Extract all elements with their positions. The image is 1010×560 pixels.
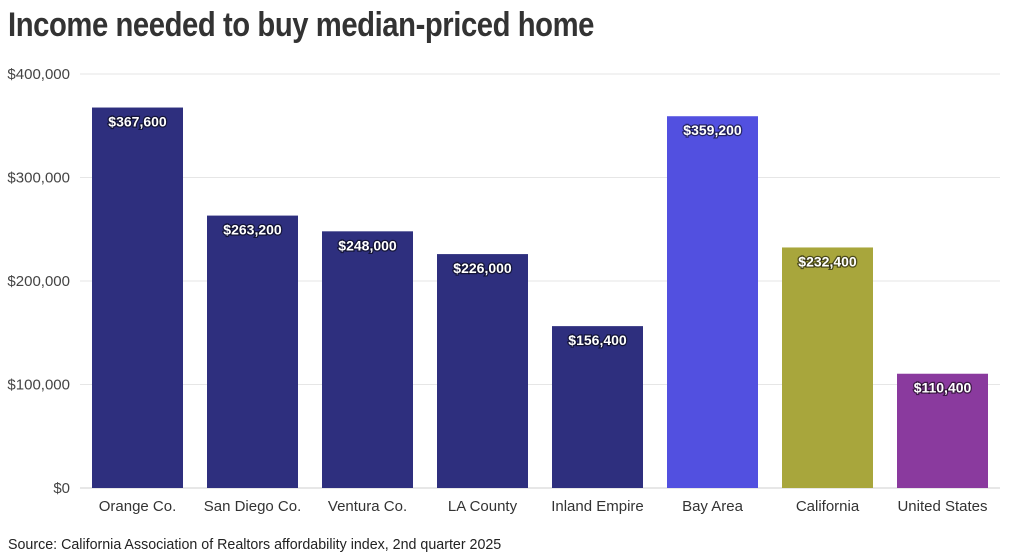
bar xyxy=(897,373,988,488)
y-tick-label: $100,000 xyxy=(7,377,70,394)
bar xyxy=(437,254,528,488)
bar-data-label: $367,600 xyxy=(108,114,167,130)
y-tick-label: $0 xyxy=(53,480,70,497)
bar xyxy=(92,107,183,488)
x-category-label: LA County xyxy=(448,498,518,515)
x-category-label: United States xyxy=(897,498,987,515)
category-labels: Orange Co. San Diego Co. Ventura Co. LA Cou… xyxy=(99,498,988,515)
bar-data-label: $359,200 xyxy=(683,122,742,138)
x-category-label: Ventura Co. xyxy=(328,498,407,515)
x-category-label: San Diego Co. xyxy=(204,498,302,515)
bars xyxy=(92,107,988,488)
x-category-label: Orange Co. xyxy=(99,498,177,515)
source-note: Source: California Association of Realto… xyxy=(8,536,502,553)
bar xyxy=(207,215,298,488)
bar-data-label: $156,400 xyxy=(568,332,627,348)
x-category-label: California xyxy=(796,498,860,515)
bar-data-label: $263,200 xyxy=(223,222,282,238)
bar-data-label: $248,000 xyxy=(338,237,397,253)
bar xyxy=(667,116,758,488)
x-category-label: Inland Empire xyxy=(551,498,644,515)
y-tick-label: $300,000 xyxy=(7,170,70,187)
data-labels: $367,600 $263,200 $248,000 $226,000 $156,400… xyxy=(107,112,973,397)
bar-data-label: $110,400 xyxy=(914,380,972,396)
chart-title: Income needed to buy median-priced home xyxy=(8,6,595,44)
y-axis-ticks: $0 $100,000 $200,000 $300,000 $400,000 xyxy=(7,66,70,497)
bar xyxy=(552,326,643,488)
bar xyxy=(782,247,873,488)
y-tick-label: $200,000 xyxy=(7,273,70,290)
bar-data-label: $226,000 xyxy=(453,260,512,276)
x-category-label: Bay Area xyxy=(682,498,744,515)
y-tick-label: $400,000 xyxy=(7,66,70,83)
bar-data-label: $232,400 xyxy=(798,253,857,269)
bar xyxy=(322,231,413,488)
